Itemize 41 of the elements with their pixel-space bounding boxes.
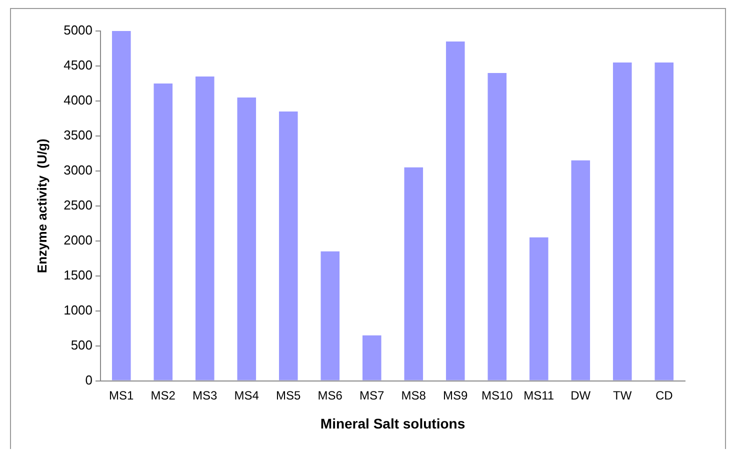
bar (612, 62, 632, 380)
bar (571, 160, 590, 380)
y-tick-label: 2000 (64, 232, 93, 248)
bar (154, 83, 173, 380)
y-tick-label: 1000 (64, 302, 93, 318)
y-tick-label: 0 (85, 372, 93, 388)
bar (654, 62, 674, 380)
bar (112, 31, 131, 380)
bar (196, 76, 214, 380)
x-axis-title: Mineral Salt solutions (320, 415, 466, 432)
y-tick-label: 4000 (64, 92, 93, 108)
x-tick-label: MS4 (234, 388, 260, 402)
y-tick-label: 5000 (64, 22, 93, 38)
bar (404, 167, 424, 380)
x-tick-label: MS8 (401, 388, 426, 402)
x-tick-label: MS3 (192, 388, 218, 402)
bar (278, 111, 298, 380)
y-tick-label: 4500 (64, 58, 93, 73)
x-tick-label: MS9 (443, 388, 468, 402)
y-tick-label: 1500 (64, 267, 93, 282)
bar (362, 335, 382, 380)
x-tick-label: MS1 (109, 388, 134, 402)
x-tick-label: MS11 (524, 388, 554, 402)
x-tick-label: MS7 (360, 388, 385, 402)
x-tick-label: MS2 (150, 388, 176, 402)
x-tick-label: MS5 (276, 388, 302, 402)
bar (237, 97, 256, 380)
x-tick-label: DW (570, 388, 592, 402)
bar (446, 41, 465, 380)
x-tick-label: MS6 (318, 388, 343, 402)
x-tick-label: MS10 (481, 388, 514, 402)
y-tick-label: 2500 (64, 197, 93, 212)
y-tick-label: 3500 (64, 128, 93, 143)
x-tick-label: CD (655, 388, 674, 402)
y-tick-label: 3000 (64, 162, 93, 178)
bar (529, 237, 548, 380)
x-tick-label: TW (613, 388, 632, 402)
y-axis-title: Enzyme activity (U/g) (34, 138, 50, 274)
y-tick-label: 500 (70, 337, 93, 352)
bar (320, 251, 340, 380)
bar (488, 72, 507, 380)
